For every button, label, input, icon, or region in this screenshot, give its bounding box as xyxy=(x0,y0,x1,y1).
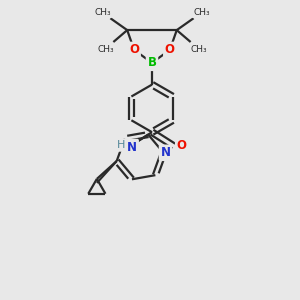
Text: CH₃: CH₃ xyxy=(97,45,114,54)
Text: H: H xyxy=(117,140,125,150)
Text: N: N xyxy=(127,140,137,154)
Text: O: O xyxy=(177,139,187,152)
Text: O: O xyxy=(165,44,175,56)
Text: O: O xyxy=(129,44,139,56)
Text: CH₃: CH₃ xyxy=(193,8,210,17)
Text: CH₃: CH₃ xyxy=(94,8,111,17)
Text: B: B xyxy=(148,56,157,69)
Text: CH₃: CH₃ xyxy=(190,45,207,54)
Text: N: N xyxy=(160,146,170,159)
